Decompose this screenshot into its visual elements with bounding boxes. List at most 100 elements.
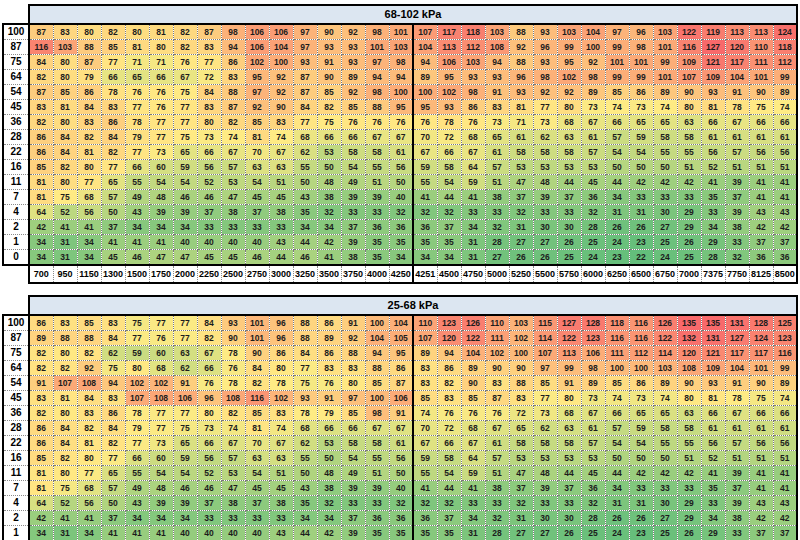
col-label: 5750 <box>557 265 581 283</box>
heatmap-cell: 73 <box>581 100 605 115</box>
row-label: 36 <box>3 115 29 130</box>
heatmap-cell: 42 <box>677 466 701 481</box>
heatmap-cell: 91 <box>317 55 341 70</box>
heatmap-cell: 84 <box>53 421 77 436</box>
heatmap-cell: 112 <box>461 40 485 55</box>
heatmap-cell: 90 <box>509 361 533 376</box>
heatmap-cell: 52 <box>197 175 221 190</box>
heatmap-cell: 51 <box>485 466 509 481</box>
heatmap-cell: 35 <box>701 190 725 205</box>
heatmap-cell: 25 <box>581 526 605 540</box>
heatmap-cell: 111 <box>485 331 509 346</box>
heatmap-cell: 77 <box>101 160 125 175</box>
heatmap-cell: 33 <box>557 205 581 220</box>
heatmap-cell: 106 <box>245 40 269 55</box>
heatmap-cell: 80 <box>149 40 173 55</box>
heatmap-cell: 43 <box>269 526 293 540</box>
heatmap-cell: 54 <box>341 451 365 466</box>
heatmap-cell: 88 <box>509 24 533 40</box>
heatmap-cell: 35 <box>293 205 317 220</box>
heatmap-cell: 51 <box>269 175 293 190</box>
heatmap-cell: 39 <box>341 190 365 205</box>
heatmap-cell: 36 <box>389 220 413 235</box>
heatmap-cell: 90 <box>677 376 701 391</box>
heatmap-cell: 88 <box>365 361 389 376</box>
heatmap-cell: 66 <box>197 436 221 451</box>
heatmap-cell: 67 <box>389 130 413 145</box>
heatmap-cell: 56 <box>749 145 773 160</box>
heatmap-cell: 86 <box>101 406 125 421</box>
heatmap-cell: 74 <box>269 421 293 436</box>
heatmap-cell: 71 <box>125 55 149 70</box>
heatmap-cell: 65 <box>173 436 197 451</box>
heatmap-cell: 39 <box>149 496 173 511</box>
heatmap-cell: 95 <box>437 70 461 85</box>
heatmap-cell: 100 <box>605 361 629 376</box>
heatmap-cell: 88 <box>509 55 533 70</box>
heatmap-cell: 34 <box>701 511 725 526</box>
heatmap-cell: 77 <box>125 331 149 346</box>
heatmap-cell: 67 <box>173 70 197 85</box>
row-label: 11 <box>3 175 29 190</box>
heatmap-cell: 55 <box>125 175 149 190</box>
col-label: 2750 <box>245 265 269 283</box>
heatmap-cell: 87 <box>221 100 245 115</box>
heatmap-cell: 50 <box>317 451 341 466</box>
heatmap-cell: 99 <box>557 40 581 55</box>
heatmap-cell: 58 <box>437 451 461 466</box>
heatmap-cell: 86 <box>461 100 485 115</box>
heatmap-cell: 94 <box>101 376 125 391</box>
heatmap-cell: 66 <box>437 145 461 160</box>
heatmap-cell: 78 <box>101 85 125 100</box>
heatmap-cell: 41 <box>53 220 77 235</box>
heatmap-cell: 103 <box>389 40 413 55</box>
heatmap-cell: 115 <box>533 315 557 331</box>
heatmap-cell: 39 <box>341 526 365 540</box>
heatmap-cell: 84 <box>197 85 221 100</box>
heatmap-cell: 121 <box>701 55 725 70</box>
heatmap-cell: 82 <box>29 115 53 130</box>
heatmap-cell: 66 <box>605 406 629 421</box>
heatmap-cell: 28 <box>581 511 605 526</box>
heatmap-cell: 97 <box>533 361 557 376</box>
heatmap-cell: 68 <box>461 421 485 436</box>
heatmap-cell: 94 <box>389 70 413 85</box>
heatmap-cell: 61 <box>725 421 749 436</box>
heatmap-cell: 98 <box>581 361 605 376</box>
heatmap-cell: 34 <box>173 511 197 526</box>
heatmap-cell: 49 <box>341 175 365 190</box>
heatmap-cell: 110 <box>749 40 773 55</box>
heatmap-cell: 67 <box>581 406 605 421</box>
heatmap-cell: 85 <box>77 315 101 331</box>
heatmap-cell: 50 <box>605 451 629 466</box>
heatmap-cell: 35 <box>389 235 413 250</box>
heatmap-cell: 85 <box>341 406 365 421</box>
heatmap-cell: 55 <box>293 160 317 175</box>
heatmap-cell: 54 <box>173 466 197 481</box>
heatmap-cell: 75 <box>173 421 197 436</box>
heatmap-cell: 78 <box>221 346 245 361</box>
heatmap-grid: 25-68 kPa1008683858375777784931019688869… <box>2 295 798 540</box>
heatmap-cell: 90 <box>245 346 269 361</box>
heatmap-cell: 38 <box>341 250 365 266</box>
heatmap-cell: 127 <box>725 331 749 346</box>
heatmap-cell: 60 <box>149 451 173 466</box>
heatmap-cell: 82 <box>53 160 77 175</box>
heatmap-cell: 42 <box>317 235 341 250</box>
heatmap-cell: 31 <box>53 235 77 250</box>
heatmap-cell: 23 <box>605 250 629 266</box>
heatmap-cell: 74 <box>653 100 677 115</box>
heatmap-cell: 76 <box>389 115 413 130</box>
heatmap-cell: 29 <box>701 235 725 250</box>
heatmap-cell: 78 <box>125 406 149 421</box>
heatmap-cell: 50 <box>389 175 413 190</box>
heatmap-cell: 57 <box>221 451 245 466</box>
heatmap-cell: 34 <box>437 250 461 266</box>
heatmap-cell: 85 <box>533 376 557 391</box>
heatmap-cell: 93 <box>461 70 485 85</box>
heatmap-cell: 93 <box>341 55 365 70</box>
heatmap-cell: 101 <box>749 361 773 376</box>
col-label: 6000 <box>581 265 605 283</box>
heatmap-cell: 50 <box>293 175 317 190</box>
row-label: 75 <box>3 346 29 361</box>
